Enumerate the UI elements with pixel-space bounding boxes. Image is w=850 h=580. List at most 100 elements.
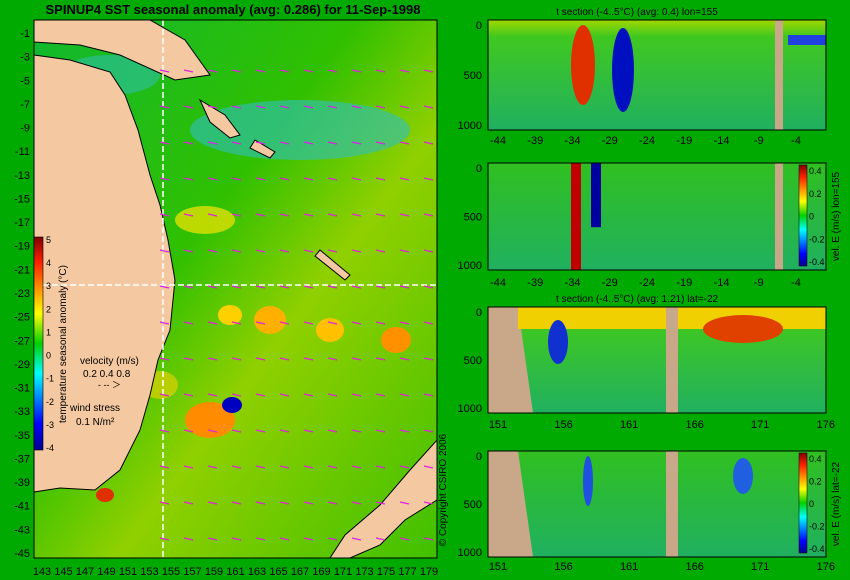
map-colorbar-tick: 4 <box>46 258 51 268</box>
map-x-tick-label: 159 <box>205 566 223 578</box>
map-x-tick-label: 157 <box>183 566 201 578</box>
wind-vector <box>159 393 170 397</box>
section-x-tick: 151 <box>489 561 507 573</box>
wind-vector <box>375 465 386 469</box>
wind-vectors <box>159 69 434 541</box>
warm-eddy <box>381 327 411 353</box>
warm-eddy <box>254 306 286 334</box>
map-y-tick-label: -39 <box>14 477 30 489</box>
wind-vector <box>399 537 410 541</box>
wind-vector <box>279 501 290 505</box>
land-mask <box>666 451 678 557</box>
wind-vector <box>159 285 170 289</box>
wind-vector <box>375 69 386 73</box>
wind-vector <box>231 537 242 541</box>
warm-core <box>571 25 595 105</box>
map-x-tick-label: 177 <box>398 566 416 578</box>
map-x-tick-label: 155 <box>162 566 180 578</box>
section-colorbar-tick: 0.2 <box>809 189 822 199</box>
wind-vector <box>303 537 314 541</box>
wind-vector <box>303 393 314 397</box>
section-x-tick: -19 <box>676 135 692 147</box>
map-colorbar-tick: 3 <box>46 281 51 291</box>
wind-vector <box>231 105 242 109</box>
map-y-tick-label: -17 <box>14 217 30 229</box>
section-x-tick: -39 <box>527 277 543 289</box>
wind-vector <box>183 537 194 541</box>
section-y-tick: 500 <box>464 212 482 224</box>
wind-vector <box>159 213 170 217</box>
wind-vector <box>399 357 410 361</box>
land-mask <box>488 451 533 557</box>
map-x-tick-label: 161 <box>226 566 244 578</box>
wind-vector <box>399 249 410 253</box>
wind-vector <box>423 213 434 217</box>
section-x-tick: -4 <box>791 135 801 147</box>
section-colorbar-tick: -0.4 <box>809 544 825 554</box>
wind-vector <box>207 177 218 181</box>
section-x-tick: 171 <box>751 419 769 431</box>
wind-vector <box>183 249 194 253</box>
section-x-tick: 161 <box>620 419 638 431</box>
map-x-tick-label: 147 <box>76 566 94 578</box>
wind-vector <box>375 321 386 325</box>
section-colorbar-tick: 0 <box>809 212 814 222</box>
velocity-legend-values: 0.2 0.4 0.8 <box>83 369 131 380</box>
map-y-tick-label: -11 <box>15 146 30 158</box>
wind-vector <box>303 69 314 73</box>
map-colorbar <box>33 236 44 451</box>
section-colorbar-label: vel. E (m/s) lon=155 <box>831 171 842 261</box>
wind-vector <box>279 429 290 433</box>
section-x-tick: -34 <box>565 277 581 289</box>
wind-vector <box>183 501 194 505</box>
wind-vector <box>399 141 410 145</box>
wind-vector <box>183 105 194 109</box>
wind-vector <box>303 465 314 469</box>
wind-vector <box>255 249 266 253</box>
cold-core <box>548 320 568 364</box>
warm-core <box>703 315 783 343</box>
wind-vector <box>327 393 338 397</box>
wind-vector <box>375 105 386 109</box>
wind-vector <box>231 69 242 73</box>
wind-vector <box>183 69 194 73</box>
wind-vector <box>231 285 242 289</box>
wind-vector <box>351 105 362 109</box>
wind-vector <box>279 357 290 361</box>
section-y-tick: 0 <box>476 20 482 32</box>
map-y-tick-label: -21 <box>14 264 30 276</box>
wind-vector <box>159 429 170 433</box>
new-caledonia <box>314 249 351 281</box>
map-x-tick-label: 153 <box>140 566 158 578</box>
map-title: SPINUP4 SST seasonal anomaly (avg: 0.286… <box>46 2 421 17</box>
section-y-tick: 500 <box>464 70 482 82</box>
wind-vector <box>327 105 338 109</box>
section-y-tick: 0 <box>476 451 482 463</box>
wind-vector <box>351 213 362 217</box>
wind-vector <box>399 105 410 109</box>
section-x-tick: 156 <box>554 561 572 573</box>
wind-vector <box>327 501 338 505</box>
wind-vector <box>399 501 410 505</box>
wind-vector <box>303 321 314 325</box>
wind-vector <box>207 537 218 541</box>
wind-vector <box>207 105 218 109</box>
section-colorbar-tick: -0.4 <box>809 257 825 267</box>
wind-vector <box>231 249 242 253</box>
wind-vector <box>207 429 218 433</box>
copyright-note: © Copyright CSIRO 2006 <box>438 433 449 546</box>
wind-vector <box>159 105 170 109</box>
map-y-tick-label: -29 <box>14 359 30 371</box>
section-x-tick: -19 <box>676 277 692 289</box>
section-x-tick: 156 <box>554 419 572 431</box>
wind-vector <box>327 69 338 73</box>
wind-vector <box>327 249 338 253</box>
wind-vector <box>255 177 266 181</box>
warm-eddy <box>185 402 235 438</box>
wind-vector <box>207 69 218 73</box>
wind-vector <box>231 501 242 505</box>
map-y-tick-label: -31 <box>14 383 30 395</box>
map-y-tick-label: -7 <box>20 99 30 111</box>
cold-surface <box>788 35 826 45</box>
wind-vector <box>399 465 410 469</box>
